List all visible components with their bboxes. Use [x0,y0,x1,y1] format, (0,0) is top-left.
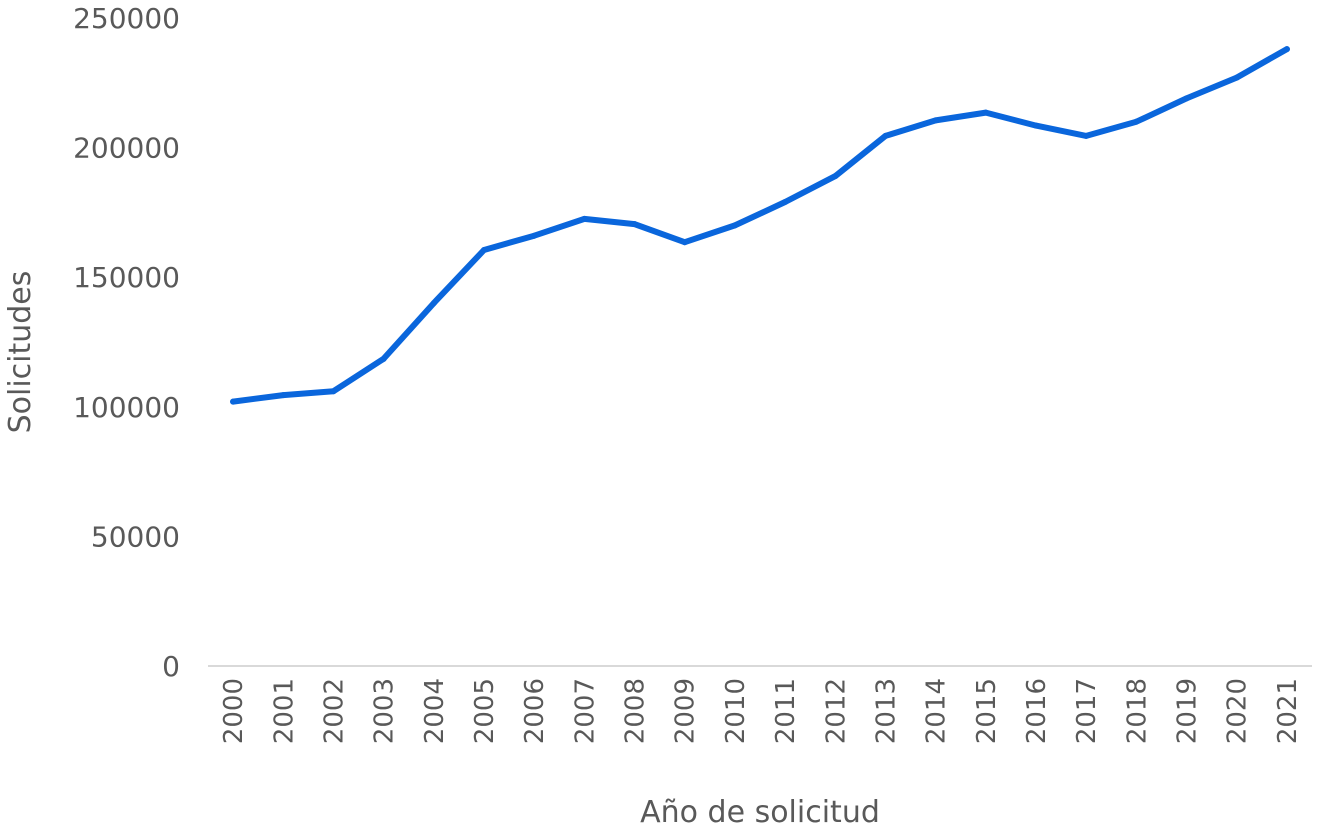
data-point-2011 [782,199,789,206]
x-tick-label: 2002 [319,678,349,744]
data-point-2007 [581,215,588,222]
series-line [230,46,1290,405]
y-tick-label: 0 [162,650,180,683]
data-point-2020 [1233,74,1240,81]
x-tick-label: 2017 [1072,678,1102,744]
x-tick-label: 2011 [771,678,801,744]
x-tick-label: 2005 [470,678,500,744]
x-tick-label: 2020 [1223,678,1253,744]
data-point-2008 [631,221,638,228]
data-point-2010 [731,222,738,229]
x-axis-tick-labels: 2000 2001 2002 2003 2004 2005 2006 2007 2008 2009… [219,678,1303,744]
y-tick-label: 50000 [91,520,180,553]
data-point-2012 [832,173,839,180]
x-tick-label: 2014 [922,678,952,744]
x-tick-label: 2009 [671,678,701,744]
data-point-2021 [1283,46,1290,53]
data-point-2006 [531,232,538,239]
data-points [230,46,1290,405]
x-tick-label: 2019 [1173,678,1203,744]
data-point-2005 [481,246,487,253]
y-tick-label: 100000 [73,391,180,424]
data-point-2013 [882,132,889,139]
y-tick-label: 250000 [73,2,180,35]
data-point-2000 [230,398,237,405]
x-tick-label: 2010 [721,678,751,744]
x-axis-title: Año de solicitud [640,795,880,830]
y-tick-label: 200000 [73,132,180,165]
data-point-2018 [1133,118,1140,125]
data-point-2019 [1183,95,1190,102]
y-axis-title: Solicitudes [3,271,38,434]
x-tick-label: 2016 [1022,678,1052,744]
y-tick-label: 150000 [73,261,180,294]
data-point-2017 [1083,132,1090,139]
data-point-2002 [330,388,337,395]
x-tick-label: 2006 [520,678,550,744]
x-tick-label: 2015 [972,678,1002,744]
data-point-2003 [380,355,387,362]
x-tick-label: 2001 [269,678,299,744]
x-tick-label: 2004 [420,678,450,744]
data-point-2014 [932,117,939,124]
data-point-2015 [982,109,989,116]
data-point-2001 [280,392,287,399]
data-point-2009 [681,239,688,246]
x-tick-label: 2012 [821,678,851,744]
x-tick-label: 2013 [871,678,901,744]
x-tick-label: 2000 [219,678,249,744]
x-tick-label: 2003 [370,678,400,744]
data-point-2016 [1033,122,1039,129]
x-tick-label: 2021 [1273,678,1303,744]
x-tick-label: 2018 [1122,678,1152,744]
x-tick-label: 2007 [570,678,600,744]
y-axis-tick-labels: 0 50000 100000 150000 200000 250000 [73,2,180,683]
data-point-2004 [430,300,437,307]
x-tick-label: 2008 [621,678,651,744]
